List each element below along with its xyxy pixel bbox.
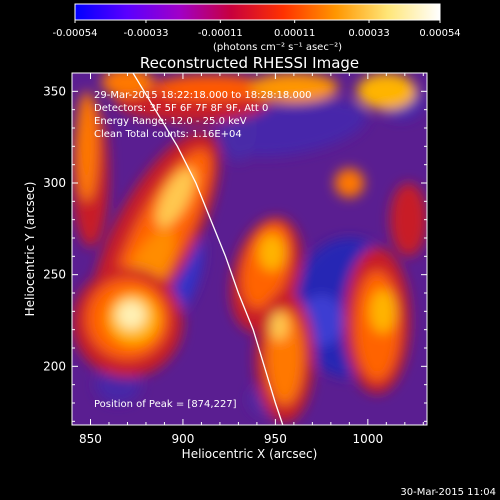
y-axis: 200 250 300 350 (43, 72, 427, 422)
emission-region (75, 91, 98, 202)
emission-region (390, 183, 427, 257)
solar-limb-line (132, 73, 284, 425)
colorbar-tick-label: 0.00033 (348, 28, 389, 39)
y-axis-label: Heliocentric Y (arcsec) (23, 182, 37, 317)
colorbar-tick-label: 0.00011 (274, 28, 315, 39)
emission-region (116, 300, 146, 330)
info-line: Clean Total counts: 1.16E+04 (94, 129, 242, 140)
info-line: 29-Mar-2015 18:22:18.000 to 18:28:18.000 (94, 90, 312, 101)
emission-region (156, 167, 195, 228)
heatmap-image (72, 73, 427, 425)
emission-region (334, 168, 365, 198)
peak-position-label: Position of Peak = [874,227] (94, 399, 237, 410)
emission-region (101, 73, 154, 97)
y-tick-label: 300 (43, 176, 66, 190)
emission-region (155, 74, 267, 101)
emission-region (269, 311, 289, 341)
colorbar-tick-label: -0.00054 (53, 28, 98, 39)
colorbar: -0.00054 -0.00033 -0.00011 0.00011 0.00033 0.… (53, 3, 461, 53)
colorbar-unit-label: (photons cm⁻² s⁻¹ asec⁻²) (213, 42, 342, 53)
x-axis: 850 900 950 1000 (71, 73, 424, 446)
observation-info: 29-Mar-2015 18:22:18.000 to 18:28:18.000… (94, 90, 312, 140)
y-tick-label: 250 (43, 268, 66, 282)
colorbar-ticks: -0.00054 -0.00033 -0.00011 0.00011 0.00033 0.… (53, 20, 461, 39)
info-line: Energy Range: 12.0 - 25.0 keV (94, 116, 247, 127)
colorbar-tick-label: -0.00011 (198, 28, 243, 39)
emission-region (220, 99, 367, 157)
footer-timestamp: 30-Mar-2015 11:04 (400, 487, 496, 498)
x-tick-label: 950 (264, 432, 287, 446)
x-tick-label: 900 (171, 432, 194, 446)
y-tick-label: 200 (43, 359, 66, 373)
info-line: Detectors: 3F 5F 6F 7F 8F 9F, Att 0 (94, 103, 268, 114)
x-axis-label: Heliocentric X (arcsec) (182, 447, 318, 461)
x-tick-label: 850 (79, 432, 102, 446)
y-tick-label: 350 (43, 84, 66, 98)
emission-region (369, 289, 396, 334)
emission-region (356, 73, 416, 110)
colorbar-tick-label: -0.00033 (123, 28, 168, 39)
colorbar-gradient (74, 3, 441, 21)
emission-region (258, 234, 285, 271)
chart-title: Reconstructed RHESSI Image (140, 54, 359, 72)
emission-region (249, 73, 339, 103)
colorbar-tick-label: 0.00054 (419, 28, 460, 39)
plot-frame (71, 72, 428, 426)
x-tick-label: 1000 (353, 432, 384, 446)
